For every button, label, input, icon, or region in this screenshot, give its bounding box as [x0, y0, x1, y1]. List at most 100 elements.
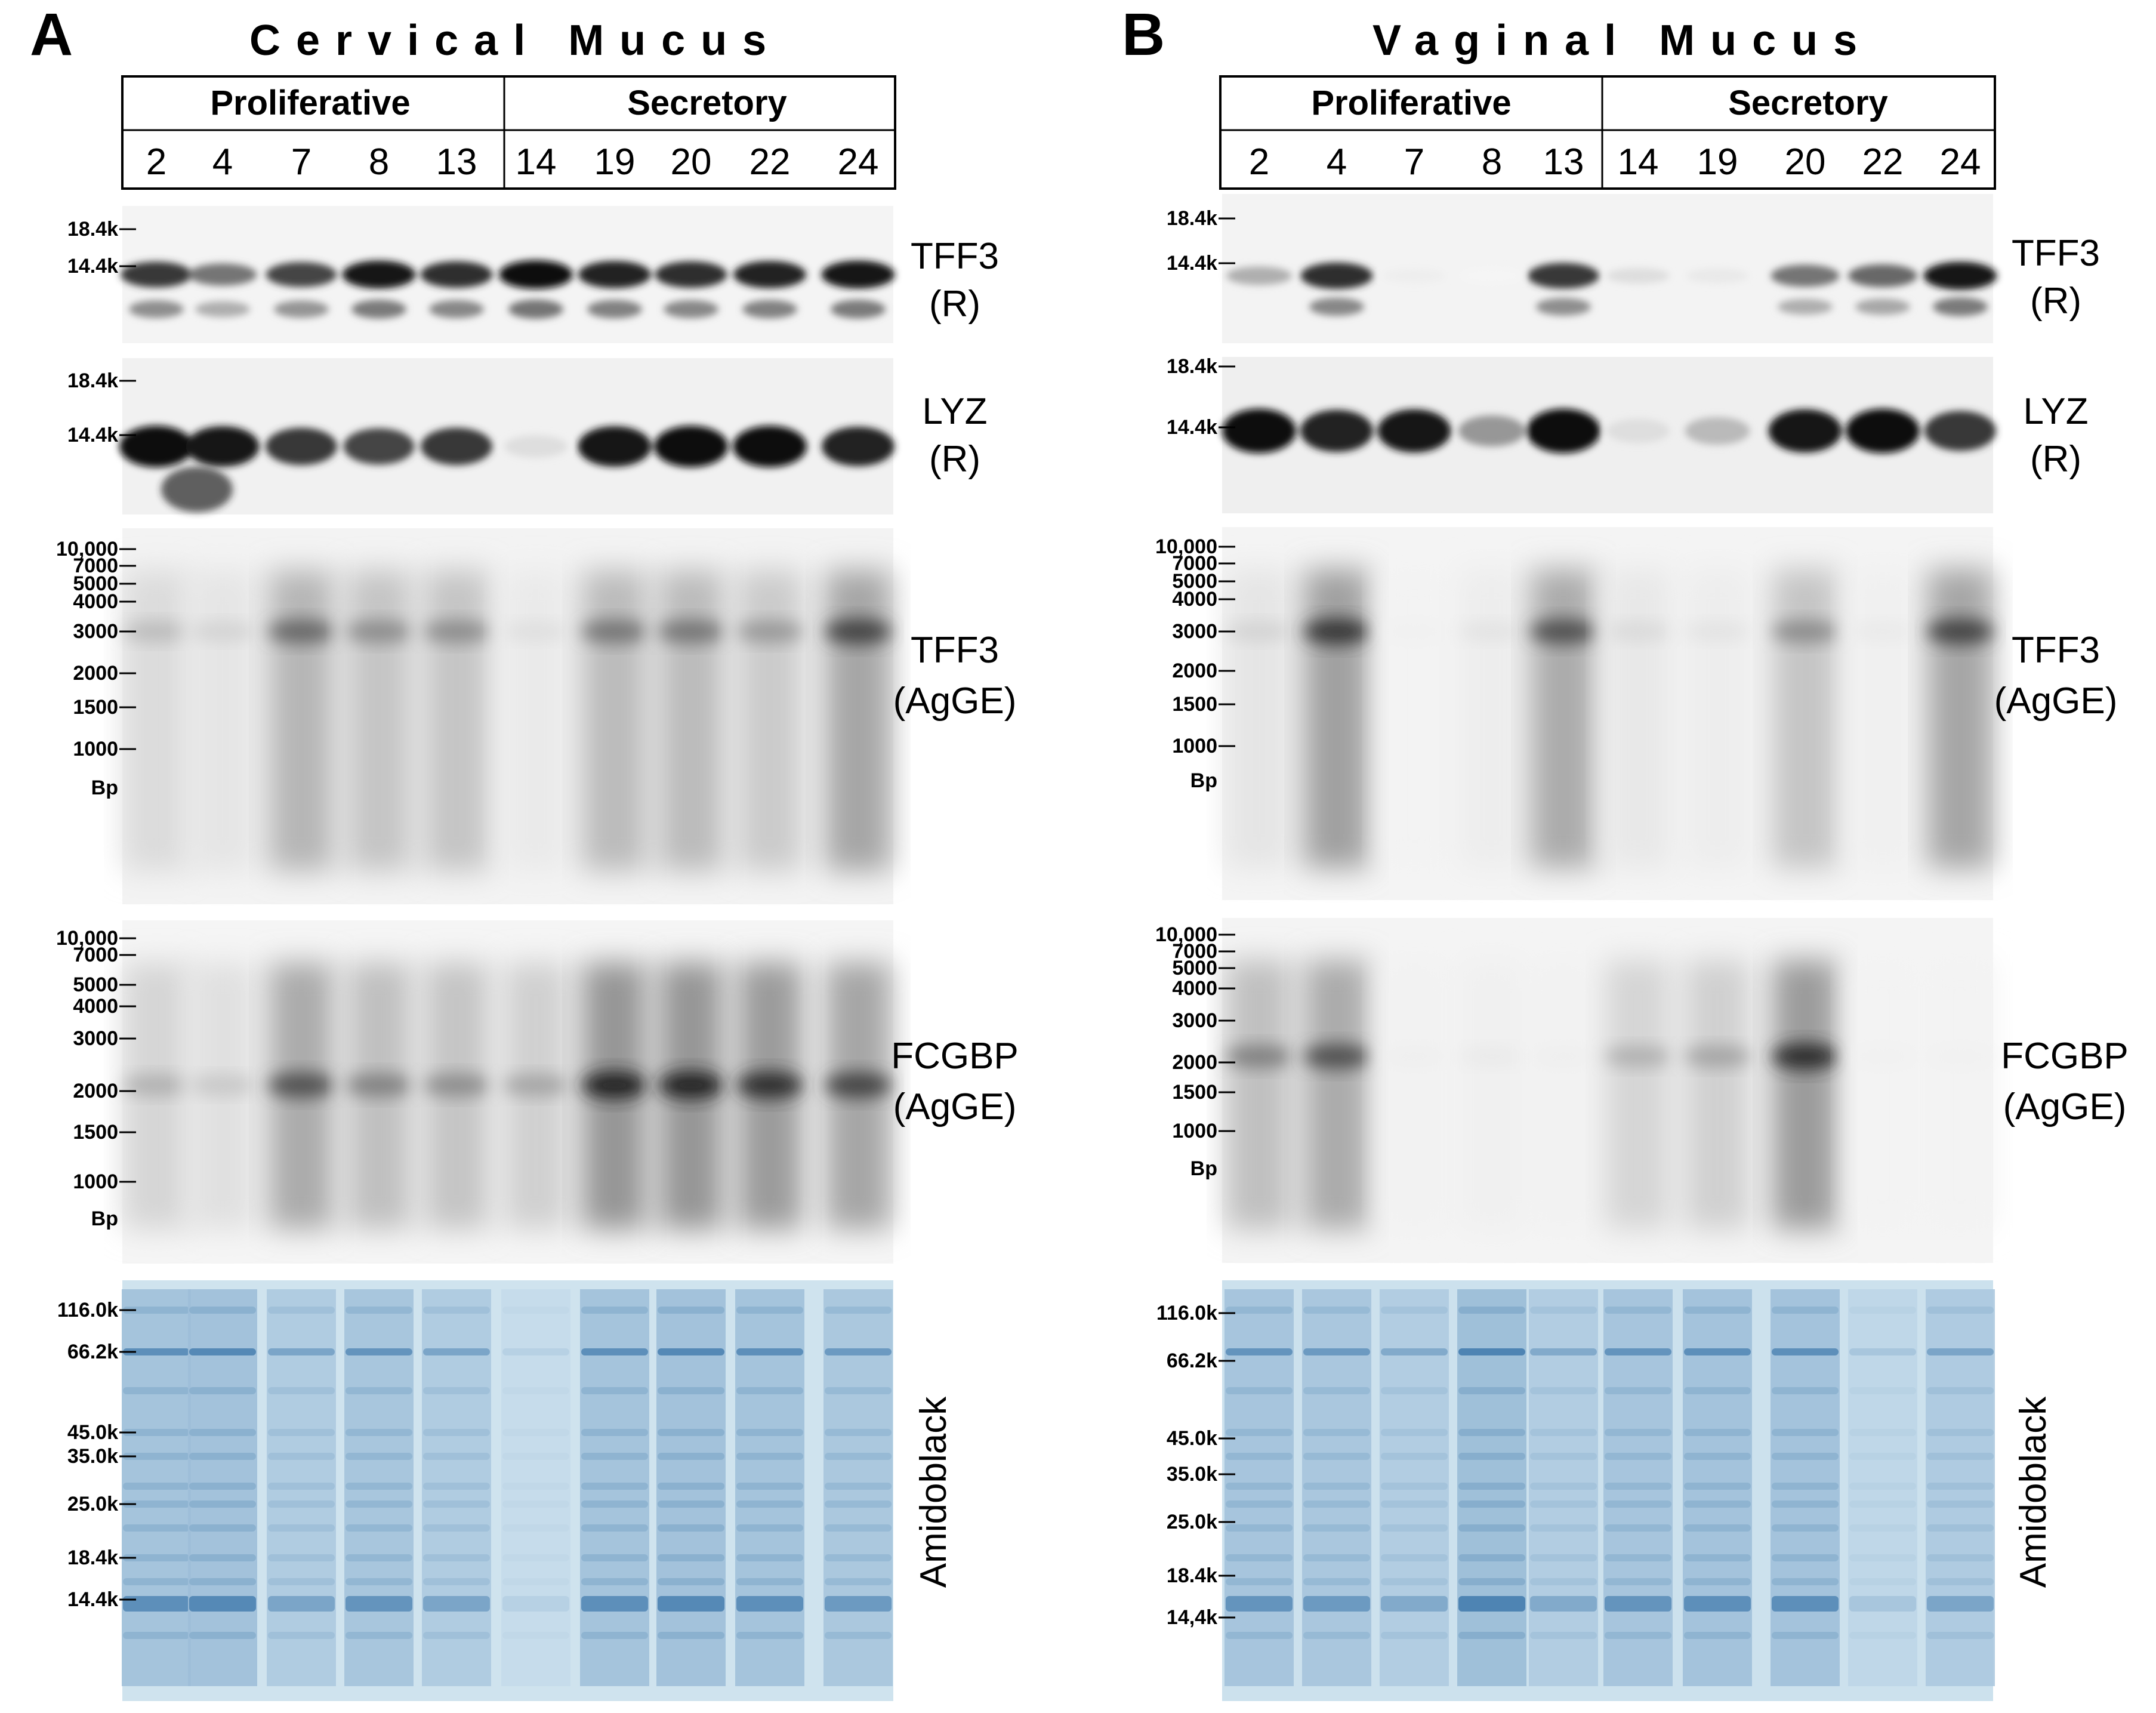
band [1459, 623, 1525, 640]
band [736, 1387, 803, 1394]
band [423, 1429, 490, 1436]
band [1772, 1554, 1839, 1561]
band [658, 1632, 724, 1639]
blot-label: (R) [2030, 439, 2081, 480]
panel-a-lane-label: 13 [436, 141, 477, 183]
band [581, 1307, 648, 1314]
band [736, 1632, 803, 1639]
band [1605, 1307, 1671, 1314]
band [1684, 1596, 1751, 1612]
band [423, 1578, 490, 1585]
band [1772, 1307, 1839, 1314]
band [1458, 1596, 1525, 1612]
marker-label: 2000 [73, 1080, 118, 1102]
marker-label: 116.0k [1156, 1302, 1217, 1324]
band [502, 1632, 569, 1639]
marker-label: 10,000 [56, 927, 118, 950]
marker-label: 7000 [1172, 940, 1217, 963]
band [1927, 1596, 1994, 1612]
smear [1772, 569, 1838, 868]
band [124, 1075, 189, 1095]
smear [1772, 960, 1838, 1230]
panel-a-letter: A [30, 1, 73, 68]
band [502, 1387, 569, 1394]
band [123, 1578, 190, 1585]
blot-label: TFF3 [2012, 233, 2100, 274]
band [1768, 409, 1842, 453]
band [189, 1501, 256, 1508]
band [581, 1554, 648, 1561]
band [658, 1554, 724, 1561]
panel-b: B Vaginal Mucus Proliferative Secretory … [1122, 1, 2129, 1701]
band [123, 1524, 190, 1532]
band [1303, 1429, 1370, 1436]
band [1927, 1453, 1994, 1460]
smear [582, 570, 647, 871]
band [1309, 297, 1364, 316]
band [1226, 1348, 1293, 1355]
band [1772, 620, 1838, 643]
band [1605, 1483, 1671, 1490]
band [268, 1429, 335, 1436]
band [1849, 1578, 1916, 1585]
band [1536, 298, 1591, 316]
band [1381, 1348, 1448, 1355]
band [346, 1307, 412, 1314]
band [825, 1524, 892, 1532]
marker-label: 3000 [1172, 1009, 1217, 1032]
band [1226, 1045, 1292, 1068]
panel-a-lane-label: 7 [291, 141, 311, 183]
band [1684, 1632, 1751, 1639]
band [581, 1524, 648, 1532]
blot-label: LYZ [2023, 391, 2088, 432]
band [1226, 1554, 1293, 1561]
band [1772, 1348, 1839, 1355]
marker-label: 18.4k [67, 218, 118, 241]
band [266, 427, 337, 466]
band [736, 1453, 803, 1460]
marker-label: 5000 [73, 572, 118, 595]
marker-label: Bp [91, 777, 118, 799]
band [346, 1632, 412, 1639]
panel-b-title: Vaginal Mucus [1372, 17, 1873, 64]
band [1927, 1483, 1994, 1490]
band [578, 426, 652, 467]
band [189, 1578, 256, 1585]
band [503, 623, 569, 640]
band [581, 1483, 648, 1490]
marker-label: 5000 [1172, 957, 1217, 979]
band [1605, 1596, 1671, 1612]
band [1850, 1047, 1916, 1065]
band [1458, 1524, 1525, 1532]
smear [825, 570, 891, 871]
marker-label: 1000 [73, 1170, 118, 1193]
band [1530, 1632, 1597, 1639]
panel-a-phase-proliferative: Proliferative [210, 84, 410, 122]
band [1531, 619, 1596, 644]
band [1605, 1632, 1671, 1639]
panel-b-blot-lyz-r: 18.4k 14.4k LYZ (R) [1167, 355, 2089, 513]
band [268, 1348, 335, 1355]
band [1846, 408, 1920, 454]
band [502, 1578, 569, 1585]
band [1226, 266, 1292, 285]
band [274, 300, 329, 318]
band [658, 1071, 724, 1099]
band [189, 1348, 256, 1355]
band [124, 621, 189, 642]
marker-label: 14.4k [67, 1588, 118, 1611]
band [346, 1074, 412, 1096]
band [658, 1501, 724, 1508]
smear [190, 570, 255, 871]
panel-b-lane-label: 13 [1543, 141, 1584, 183]
panel-a: A Cervical Mucus Proliferative Secretory… [30, 1, 1019, 1701]
band [346, 1596, 412, 1612]
band [502, 1524, 569, 1532]
band [1226, 1429, 1293, 1436]
band [508, 300, 563, 319]
band [190, 622, 255, 641]
smear [1531, 960, 1596, 1230]
band [1303, 1596, 1370, 1612]
